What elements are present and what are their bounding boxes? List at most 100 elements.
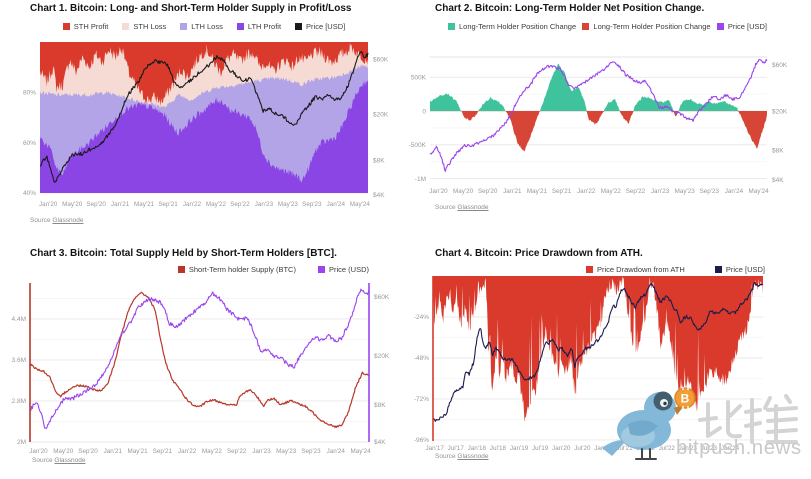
right-axis-tick-label: $60K	[772, 62, 788, 69]
legend-item: Short-Term holder Supply (BTC)	[177, 264, 296, 274]
chart-4-plot: -24% -48% -72% -96%Jan'17 Jul'17 Jan'18 Jul'18…	[414, 276, 764, 452]
x-axis-tick-label: Jul'23	[701, 445, 718, 452]
legend-item: Long-Term Holder Position Change	[448, 22, 576, 31]
source-label: Source	[435, 453, 456, 460]
x-axis-tick-label: May'24	[350, 448, 371, 455]
right-axis-tick-label: $8K	[374, 402, 386, 409]
brand-cn-glyphs	[698, 394, 798, 444]
chart4-source: Source Glassnode	[435, 453, 489, 460]
svg-text:B: B	[681, 392, 690, 406]
right-axis-tick-label: $4K	[772, 177, 784, 184]
x-axis-tick-label: Jan'18	[468, 445, 487, 452]
x-axis-tick-label: May'23	[276, 448, 297, 455]
left-axis-tick-label: 4.4M	[12, 316, 26, 323]
chart1-legend: STH Profit STH Loss LTH Loss LTH Profit Pric…	[40, 21, 368, 31]
legend-swatch	[295, 22, 303, 30]
legend-swatch	[582, 22, 590, 30]
legend-item: STH Profit	[62, 22, 108, 31]
right-axis-tick-label: $4K	[374, 439, 386, 446]
legend-swatch	[180, 22, 188, 30]
left-axis-tick-label: 2.8M	[12, 398, 26, 405]
right-axis-tick-label: $8K	[772, 148, 784, 155]
legend-item: Price [USD]	[714, 265, 765, 274]
x-axis-tick-label: Jan'17	[425, 445, 444, 452]
right-axis-tick-label: $20K	[374, 353, 390, 360]
x-axis-tick-label: Jan'24	[721, 445, 740, 452]
left-axis-tick-label: -1M	[415, 176, 426, 183]
right-axis-tick-label: $4K	[373, 192, 385, 199]
price-line	[429, 58, 768, 172]
legend-swatch	[448, 22, 455, 30]
x-axis-tick-label: May'22	[601, 188, 622, 195]
x-axis-tick-label: May'20	[453, 188, 474, 195]
x-axis-tick-label: Sep'23	[301, 448, 321, 455]
left-axis-tick-label: 80%	[23, 90, 36, 97]
legend-label: Long-Term Holder Position Change	[593, 21, 711, 31]
drawdown-area	[433, 276, 763, 423]
legend-label: STH Loss	[133, 21, 167, 31]
x-axis-tick-label: Jan'19	[510, 445, 529, 452]
chart2-source: Source Glassnode	[435, 204, 489, 211]
bitcoin-coin-icon: B	[674, 387, 696, 409]
x-axis-tick-label: Jul'19	[532, 445, 549, 452]
chart1-title: Chart 1. Bitcoin: Long- and Short-Term H…	[30, 3, 352, 14]
legend-swatch	[714, 265, 722, 273]
left-axis-tick-label: -48%	[414, 355, 429, 362]
legend-item: Price Drawdown from ATH	[586, 265, 685, 274]
x-axis-tick-label: Jan'23	[679, 445, 698, 452]
price-line	[432, 281, 764, 422]
chart3-legend: Short-Term holder Supply (BTC) Price (USD…	[115, 264, 369, 274]
left-axis-tick-label: 500K	[411, 74, 427, 81]
right-axis-tick-label: $20K	[373, 112, 389, 119]
x-axis-tick-label: Jan'20	[552, 445, 571, 452]
glassnode-link[interactable]: Glassnode	[54, 457, 86, 464]
legend-label: Price [USD]	[727, 21, 767, 31]
glassnode-link[interactable]: Glassnode	[457, 204, 489, 211]
x-axis-tick-label: Jan'20	[39, 201, 58, 208]
x-axis-tick-label: Jan'24	[327, 201, 346, 208]
x-axis-tick-label: Jul'22	[659, 445, 676, 452]
legend-label: Short-Term holder Supply (BTC)	[188, 264, 296, 274]
x-axis-tick-label: Jul'21	[616, 445, 633, 452]
x-axis-tick-label: Jan'21	[111, 201, 130, 208]
x-axis-tick-label: May'23	[675, 188, 696, 195]
x-axis-tick-label: Jan'21	[503, 188, 522, 195]
x-axis-tick-label: May'22	[202, 448, 223, 455]
chart2-title: Chart 2. Bitcoin: Long-Term Holder Net P…	[435, 3, 705, 14]
x-axis-tick-label: Sep'20	[86, 201, 106, 208]
chart3-title: Chart 3. Bitcoin: Total Supply Held by S…	[30, 248, 337, 259]
x-axis-tick-label: Jul'18	[490, 445, 507, 452]
x-axis-tick-label: Jan'20	[29, 448, 48, 455]
x-axis-tick-label: May'21	[134, 201, 155, 208]
left-axis-tick-label: 60%	[23, 140, 36, 147]
x-axis-tick-label: Jan'23	[255, 201, 274, 208]
band-area	[40, 79, 368, 193]
brand-domain: bitpush.news	[676, 436, 802, 459]
x-axis-tick-label: May'24	[749, 188, 770, 195]
glassnode-link[interactable]: Glassnode	[52, 217, 84, 224]
positive-area	[430, 63, 767, 112]
left-axis-tick-label: -72%	[414, 396, 429, 403]
legend-item: LTH Loss	[180, 22, 223, 31]
x-axis-tick-label: Sep'22	[230, 201, 250, 208]
x-axis-tick-label: May'20	[53, 448, 74, 455]
legend-item: Price (USD)	[317, 265, 369, 274]
price-line	[29, 288, 370, 430]
right-axis-tick-label: $60K	[374, 294, 390, 301]
legend-swatch	[586, 265, 593, 273]
legend-item: STH Loss	[122, 22, 166, 31]
price-line	[29, 291, 370, 429]
chart4-legend: Price Drawdown from ATH Price [USD]	[520, 264, 765, 274]
glassnode-link[interactable]: Glassnode	[457, 453, 489, 460]
left-axis-tick-label: -500K	[409, 142, 427, 149]
x-axis-tick-label: Jan'23	[252, 448, 271, 455]
legend-swatch	[317, 265, 325, 273]
legend-swatch	[236, 22, 244, 30]
x-axis-tick-label: May'22	[206, 201, 227, 208]
twitter-bird-icon	[602, 391, 686, 460]
x-axis-tick-label: Jan'24	[725, 188, 744, 195]
legend-item: Price [USD]	[295, 22, 345, 31]
x-axis-tick-label: Jan'22	[577, 188, 596, 195]
left-axis-tick-label: 40%	[23, 190, 36, 197]
source-label: Source	[435, 204, 456, 211]
